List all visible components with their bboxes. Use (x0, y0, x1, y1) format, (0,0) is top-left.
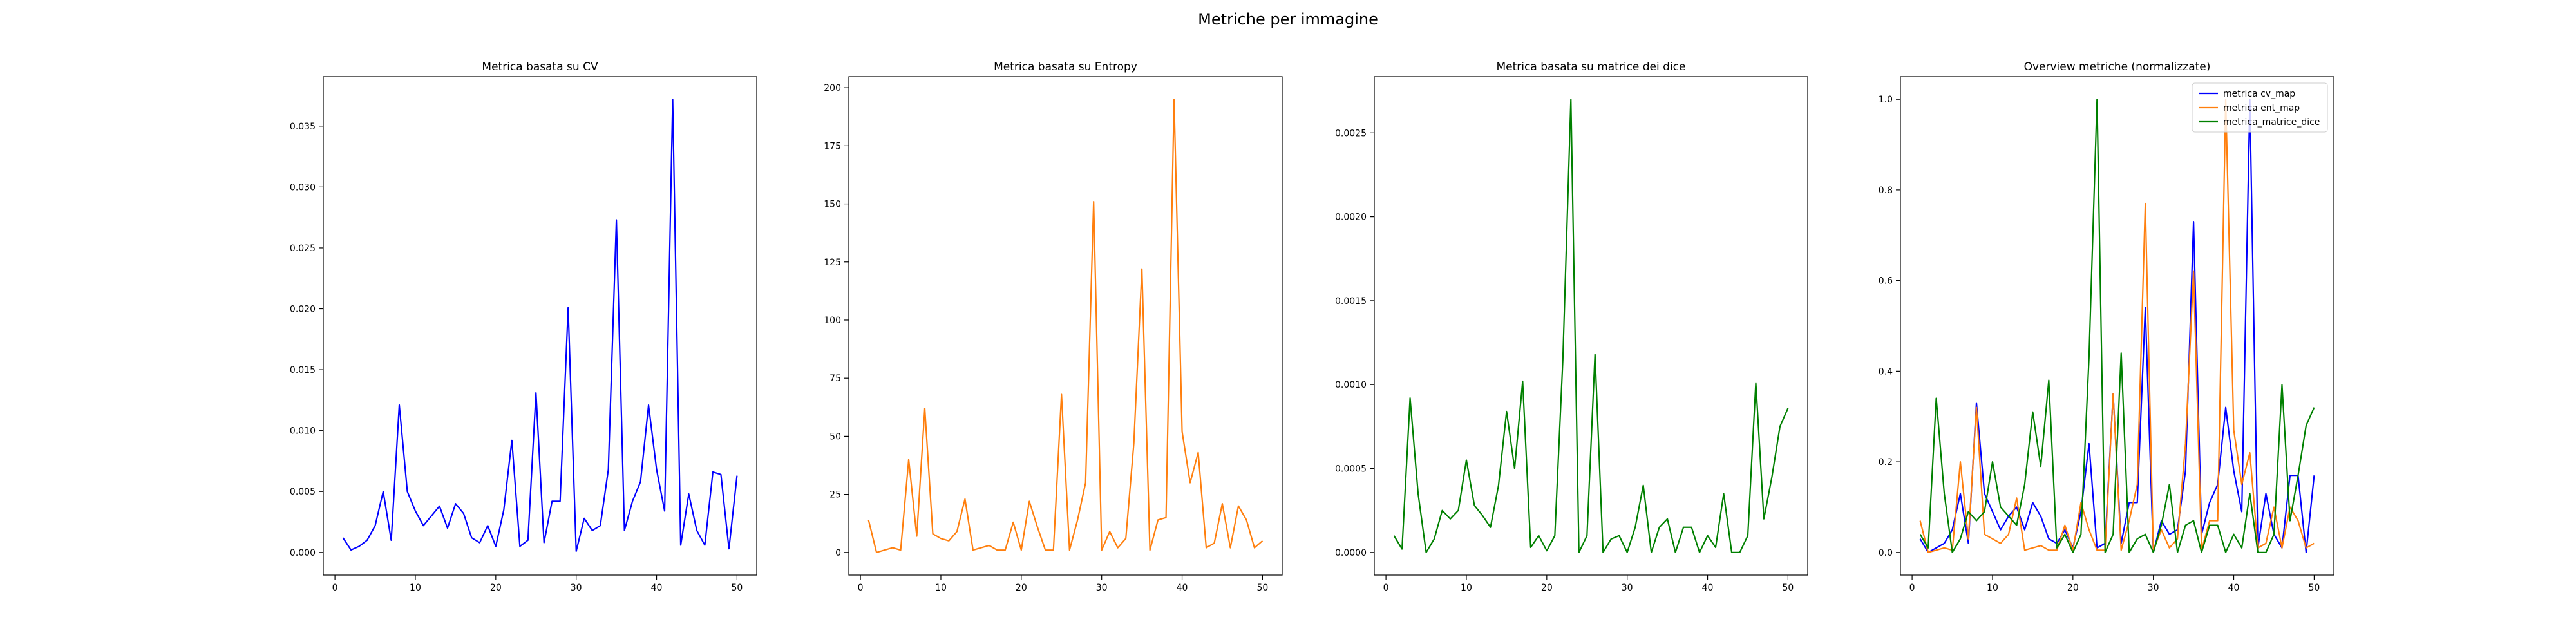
chart-4-legend-label-1: metrica cv_map (2223, 89, 2295, 99)
chart-1-ytick-label-6: 0.030 (290, 182, 316, 193)
chart-2-ytick-label-1: 25 (829, 490, 841, 500)
chart-4-axes-frame (1900, 76, 2334, 576)
chart-4-ytick-label-4: 0.8 (1879, 185, 1893, 196)
chart-1-xtick-label-4: 40 (651, 583, 663, 593)
chart-4-xtick-label-2: 20 (2067, 583, 2079, 593)
chart-4-xtick-label-0: 0 (1909, 583, 1915, 593)
chart-3-title: Metrica basata su matrice dei dice (1497, 61, 1686, 73)
chart-4-ytick-label-1: 0.2 (1879, 457, 1893, 468)
chart-1-ytick-label-2: 0.010 (290, 426, 316, 437)
chart-3: Metrica basata su matrice dei dice 0 10 20 3… (1335, 61, 1808, 593)
chart-4-series-2-line (1919, 99, 2315, 553)
chart-2-ytick-label-7: 175 (824, 141, 841, 151)
chart-2-ytick-label-6: 150 (824, 200, 841, 210)
chart-2-title: Metrica basata su Entropy (994, 61, 1137, 73)
chart-2-axes-frame (848, 76, 1283, 576)
chart-1-ytick-label-0: 0.000 (290, 548, 316, 558)
chart-4-xtick-label-1: 10 (1987, 583, 1998, 593)
chart-2-xtick-label-2: 20 (1016, 583, 1027, 593)
chart-1-axes-frame (323, 76, 757, 576)
chart-4-xtick-label-4: 40 (2228, 583, 2240, 593)
figure-suptitle: Metriche per immagine (1198, 10, 1378, 28)
chart-2-xtick-label-4: 40 (1177, 583, 1188, 593)
chart-1-ytick-label-5: 0.025 (290, 243, 316, 254)
chart-4: Overview metriche (normalizzate) 0 10 20 30 4… (1879, 61, 2334, 593)
chart-3-xtick-label-0: 0 (1383, 583, 1389, 593)
chart-4-ytick-label-2: 0.4 (1879, 366, 1893, 377)
chart-2-xtick-label-3: 30 (1096, 583, 1108, 593)
chart-3-xtick-label-1: 10 (1461, 583, 1472, 593)
chart-4-ytick-label-3: 0.6 (1879, 276, 1893, 287)
chart-2-ytick-label-0: 0 (835, 548, 841, 558)
chart-4-legend-label-2: metrica ent_map (2223, 103, 2300, 113)
chart-4-title: Overview metriche (normalizzate) (2024, 61, 2211, 73)
chart-1-ytick-label-4: 0.020 (290, 305, 316, 315)
chart-4-ytick-label-5: 1.0 (1879, 95, 1893, 105)
chart-2-ytick-label-3: 75 (829, 374, 841, 384)
chart-2: Metrica basata su Entropy 0 10 20 30 40 50 0 25 5… (824, 61, 1283, 593)
chart-1-xtick-label-1: 10 (410, 583, 421, 593)
chart-1-series-1-line (342, 99, 738, 553)
chart-1-title: Metrica basata su CV (482, 61, 598, 73)
chart-3-xtick-label-4: 40 (1702, 583, 1714, 593)
chart-3-ytick-label-4: 0.0020 (1335, 213, 1367, 223)
chart-2-ytick-label-5: 125 (824, 258, 841, 268)
chart-3-ytick-label-5: 0.0025 (1335, 128, 1367, 138)
chart-1-xtick-label-5: 50 (731, 583, 743, 593)
chart-1-xtick-label-3: 30 (571, 583, 582, 593)
charts-container: Metrica basata su CV0 10 20 30 40 500.0000.00… (290, 61, 2334, 593)
chart-2-xtick-label-0: 0 (858, 583, 864, 593)
chart-3-ytick-label-2: 0.0010 (1335, 380, 1367, 390)
chart-1-ytick-label-1: 0.005 (290, 487, 316, 497)
chart-3-ytick-label-0: 0.0000 (1335, 548, 1367, 558)
chart-3-series-1-line (1393, 99, 1789, 553)
chart-1-xtick-label-0: 0 (332, 583, 338, 593)
chart-4-legend-label-3: metrica_matrice_dice (2223, 117, 2320, 128)
chart-3-xtick-label-2: 20 (1541, 583, 1553, 593)
chart-3-axes-frame (1374, 76, 1808, 576)
chart-2-ytick-label-8: 200 (824, 83, 841, 93)
chart-4-xtick-label-5: 50 (2308, 583, 2320, 593)
chart-3-ytick-label-3: 0.0015 (1335, 296, 1367, 307)
chart-3-xtick-label-5: 50 (1782, 583, 1794, 593)
chart-2-xtick-label-5: 50 (1256, 583, 1268, 593)
chart-4-ytick-label-0: 0.0 (1879, 548, 1893, 558)
chart-2-series-1-line (867, 99, 1264, 553)
chart-1-xtick-label-2: 20 (490, 583, 502, 593)
chart-1-ytick-label-7: 0.035 (290, 122, 316, 132)
chart-1: Metrica basata su CV 0 10 20 30 40 50 0.000 0.00… (290, 61, 757, 593)
chart-4-xtick-label-3: 30 (2148, 583, 2159, 593)
chart-4-series-3-line (1919, 99, 2315, 553)
chart-2-ytick-label-4: 100 (824, 316, 841, 326)
chart-3-ytick-label-1: 0.0005 (1335, 464, 1367, 475)
chart-1-ytick-label-3: 0.015 (290, 365, 316, 375)
chart-2-xtick-label-1: 10 (935, 583, 947, 593)
chart-2-ytick-label-2: 50 (829, 431, 841, 442)
chart-3-xtick-label-3: 30 (1622, 583, 1633, 593)
chart-4-legend-box (2192, 82, 2328, 133)
